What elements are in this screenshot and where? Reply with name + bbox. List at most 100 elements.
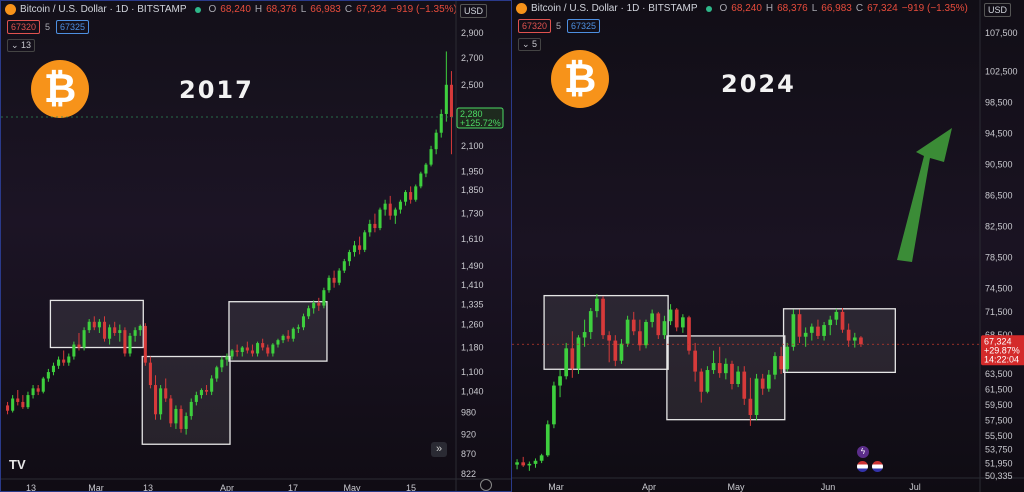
candle-body (668, 309, 673, 322)
candle-body (21, 401, 25, 408)
candle-body (760, 378, 765, 389)
candle-body (16, 398, 20, 402)
open-value: 68,240 (220, 4, 251, 15)
close-label: C (855, 3, 864, 14)
candle-body (266, 347, 270, 354)
indicator-count: 13 (21, 40, 32, 50)
x-tick-label: Jun (821, 482, 836, 492)
bid-price-button[interactable]: 67320 (518, 19, 552, 33)
candle-body (67, 356, 71, 363)
candle-body (398, 201, 402, 210)
candle-body (662, 321, 667, 336)
indicator-toggle[interactable]: ⌄ 5 (518, 38, 542, 51)
us-flag-event-icon-2[interactable] (872, 461, 883, 472)
y-tick-label: 50,335 (985, 471, 1013, 481)
candle-body (588, 311, 593, 333)
candle-body (650, 313, 654, 322)
candle-body (383, 203, 387, 210)
y-tick-label: 1,410 (461, 280, 484, 290)
y-tick-label: 90,500 (985, 160, 1013, 170)
indicator-toggle[interactable]: ⌄ 13 (7, 39, 36, 52)
candle-body (87, 321, 91, 331)
y-tick-label: 1,100 (461, 367, 484, 377)
candle-body (403, 192, 408, 202)
y-tick-label: 82,500 (985, 222, 1013, 232)
candle-body (736, 371, 740, 385)
y-tick-label: 1,950 (461, 167, 484, 177)
x-tick-label: Apr (220, 483, 234, 492)
x-tick-label: 17 (288, 483, 298, 492)
y-tick-label: 2,100 (461, 141, 484, 151)
lightning-event-icon[interactable]: ϟ (857, 446, 869, 458)
candle-body (250, 350, 254, 354)
candle-body (852, 337, 857, 341)
symbol-title: Bitcoin / U.S. Dollar · 1D · BITSTAMP (531, 3, 698, 14)
candle-body (681, 317, 685, 328)
candle-body (256, 343, 260, 354)
currency-selector[interactable]: USD (460, 4, 488, 18)
consolidation-box (782, 308, 896, 374)
y-tick-label: 1,610 (461, 234, 484, 244)
candle-body (373, 223, 377, 229)
bid-price-button[interactable]: 67320 (7, 20, 41, 34)
candle-body (133, 330, 137, 336)
y-tick-label: 980 (461, 407, 476, 417)
candle-body (409, 192, 413, 200)
y-tick-label: 86,500 (985, 191, 1013, 201)
candle-body (552, 385, 556, 425)
currency-selector[interactable]: USD (984, 3, 1012, 17)
x-tick-label: May (343, 483, 361, 492)
chart-canvas-2024[interactable]: 107,500 102,500 98,500 94,500 90,500 86,500 82… (512, 0, 1024, 492)
y-tick-label: 822 (461, 469, 476, 479)
candle-body (261, 343, 265, 348)
x-tick-label: Apr (642, 482, 656, 492)
candle-body (773, 356, 777, 375)
us-flag-event-icon[interactable] (857, 461, 868, 472)
spread-value: 5 (556, 21, 562, 31)
candle-body (730, 363, 734, 385)
y-tick-label: 1,730 (461, 209, 484, 219)
candle-body (601, 298, 605, 336)
y-tick-label: 1,180 (461, 343, 484, 353)
consolidation-box (543, 294, 669, 370)
candle-body (312, 303, 316, 309)
y-tick-label: 1,335 (461, 299, 484, 309)
x-tick-label: Jul (909, 482, 921, 492)
low-value: 66,983 (821, 3, 852, 14)
settings-gear-icon[interactable] (480, 479, 492, 491)
last-price-value: 2,280 (460, 109, 483, 119)
candle-body (153, 385, 158, 415)
high-label: H (765, 3, 774, 14)
chart-canvas-2017[interactable]: 2,900 2,700 2,500 2,100 1,950 1,850 1,730 1,610… (1, 1, 512, 492)
candle-body (363, 232, 367, 250)
candle-body (123, 330, 127, 354)
y-tick-label: 68,500 (985, 330, 1013, 340)
candle-body (337, 270, 341, 283)
close-label: C (344, 4, 353, 15)
candle-body (840, 311, 845, 330)
candle-body (143, 325, 147, 363)
candle-body (766, 374, 771, 389)
candle-body (414, 186, 418, 200)
ask-price-button[interactable]: 67325 (56, 20, 90, 34)
candle-body (164, 388, 168, 399)
ask-price-button[interactable]: 67325 (567, 19, 601, 33)
candle-body (378, 209, 382, 229)
candle-body (169, 398, 173, 424)
candle-body (439, 113, 443, 133)
scroll-to-latest-button[interactable]: » (431, 442, 447, 457)
y-tick-label: 1,260 (461, 320, 484, 330)
change-value: −919 (−1.35%) (390, 4, 457, 15)
candle-body (347, 252, 351, 262)
candle-body (6, 405, 10, 411)
candle-body (102, 321, 107, 339)
candle-body (656, 313, 661, 336)
last-price-value: 67,324 (984, 336, 1012, 346)
x-tick-label: 13 (26, 483, 36, 492)
candle-body (816, 326, 820, 336)
candle-body (271, 344, 275, 354)
candle-body (230, 350, 234, 357)
y-tick-label: 51,950 (985, 458, 1013, 468)
